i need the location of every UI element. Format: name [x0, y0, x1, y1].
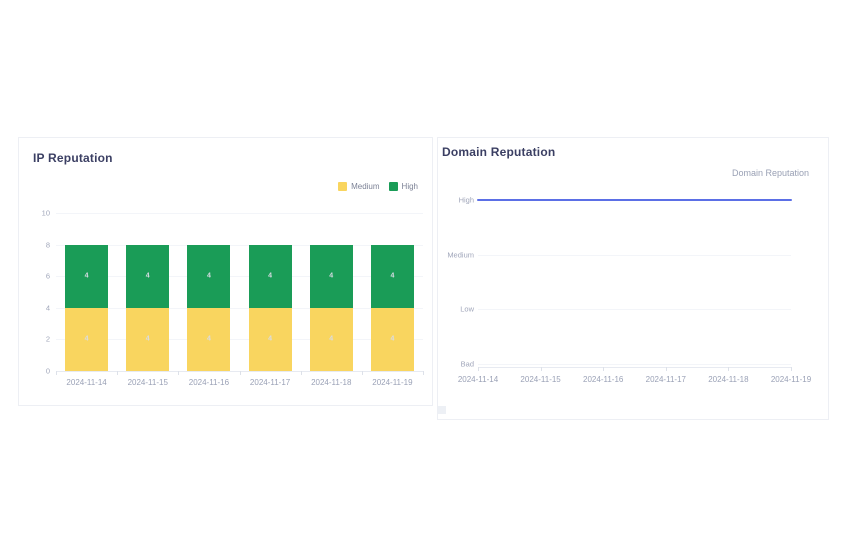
x-axis-label: 2024-11-15: [127, 378, 168, 387]
gridline: [56, 339, 423, 341]
y-axis-label: High: [458, 195, 474, 205]
bar-value-label: 4: [84, 272, 89, 280]
x-axis-tick: [423, 371, 424, 375]
x-axis-tick: [239, 371, 241, 375]
bar-value-label: 4: [329, 272, 334, 280]
x-axis-tick: [300, 371, 302, 375]
x-axis-tick: [478, 367, 479, 371]
legend-label: High: [401, 182, 418, 191]
x-axis-tick: [791, 367, 792, 371]
scrollbar-thumb[interactable]: [438, 406, 446, 414]
legend-label: Medium: [351, 182, 380, 191]
bar-segment-medium[interactable]: 4: [309, 307, 353, 371]
bar-value-label: 4: [268, 335, 273, 343]
y-axis-label: Low: [460, 304, 474, 314]
bar-segment-high[interactable]: 4: [187, 244, 231, 308]
bar-segment-high[interactable]: 4: [309, 244, 353, 308]
gridline: [56, 244, 423, 246]
bar-value-label: 4: [206, 335, 211, 343]
gridline: [478, 200, 791, 201]
y-axis-label: 10: [41, 208, 50, 218]
gridline: [478, 309, 791, 311]
gridline: [478, 254, 791, 256]
x-axis-label: 2024-11-14: [66, 378, 107, 387]
y-axis-label: 8: [45, 240, 50, 250]
bar-segment-medium[interactable]: 4: [187, 307, 231, 371]
y-axis-label: 4: [45, 303, 50, 313]
x-axis-label: 2024-11-16: [583, 375, 624, 384]
ip-chart-legend: Medium High: [338, 182, 418, 191]
x-axis-tick: [56, 371, 57, 375]
bar-segment-high[interactable]: 4: [126, 244, 170, 308]
bar-value-label: 4: [390, 272, 395, 280]
domain-reputation-card: Domain Reputation Domain Reputation High…: [437, 137, 829, 420]
x-axis-label: 2024-11-18: [311, 378, 352, 387]
bar-value-label: 4: [206, 272, 211, 280]
x-axis-tick: [728, 367, 730, 371]
x-axis-tick: [117, 371, 119, 375]
legend-swatch-high: [388, 182, 398, 191]
gridline: [56, 213, 423, 214]
domain-chart-legend[interactable]: Domain Reputation: [731, 168, 809, 178]
gridline: [56, 276, 423, 278]
gridline: [478, 364, 791, 365]
bar-value-label: 4: [329, 335, 334, 343]
bar-segment-high[interactable]: 4: [370, 244, 414, 308]
x-axis-tick: [361, 371, 363, 375]
bar-segment-high[interactable]: 4: [248, 244, 292, 308]
bar-value-label: 4: [390, 335, 395, 343]
legend-item-high[interactable]: High: [388, 182, 418, 191]
legend-item-medium[interactable]: Medium: [338, 182, 380, 191]
x-axis-tick: [540, 367, 542, 371]
bar-value-label: 4: [145, 335, 150, 343]
x-axis-label: 2024-11-16: [188, 378, 230, 387]
ip-reputation-title: IP Reputation: [33, 151, 113, 165]
bar-value-label: 4: [145, 272, 150, 280]
x-axis-label: 2024-11-14: [457, 375, 499, 384]
gridline: [56, 307, 423, 309]
y-axis-label: 6: [45, 271, 50, 281]
x-axis-tick: [178, 371, 180, 375]
bar-segment-medium[interactable]: 4: [65, 307, 109, 371]
bar-segment-medium[interactable]: 4: [248, 307, 292, 371]
bar-segment-high[interactable]: 4: [65, 244, 109, 308]
x-axis-label: 2024-11-19: [372, 378, 413, 387]
x-axis-line: [478, 367, 791, 368]
x-axis-label: 2024-11-19: [770, 375, 812, 384]
bar-value-label: 4: [268, 272, 273, 280]
y-axis-label: 2: [45, 334, 50, 344]
x-axis-tick: [603, 367, 605, 371]
domain-reputation-title: Domain Reputation: [442, 145, 556, 159]
x-axis-label: 2024-11-17: [249, 378, 291, 387]
x-axis-tick: [665, 367, 667, 371]
legend-swatch-medium: [338, 182, 348, 191]
x-axis-label: 2024-11-15: [520, 375, 561, 384]
y-axis-label: Bad: [460, 359, 474, 369]
ip-reputation-card: IP Reputation Medium High 0 2 4 6 8 10 4 4 2024-1…: [18, 137, 433, 406]
bar-segment-medium[interactable]: 4: [370, 307, 414, 371]
x-axis-label: 2024-11-17: [645, 375, 686, 384]
bar-value-label: 4: [84, 335, 89, 343]
y-axis-label: Medium: [447, 250, 474, 260]
x-axis-label: 2024-11-18: [708, 375, 749, 384]
bar-segment-medium[interactable]: 4: [126, 307, 170, 371]
y-axis-label: 0: [45, 366, 50, 376]
